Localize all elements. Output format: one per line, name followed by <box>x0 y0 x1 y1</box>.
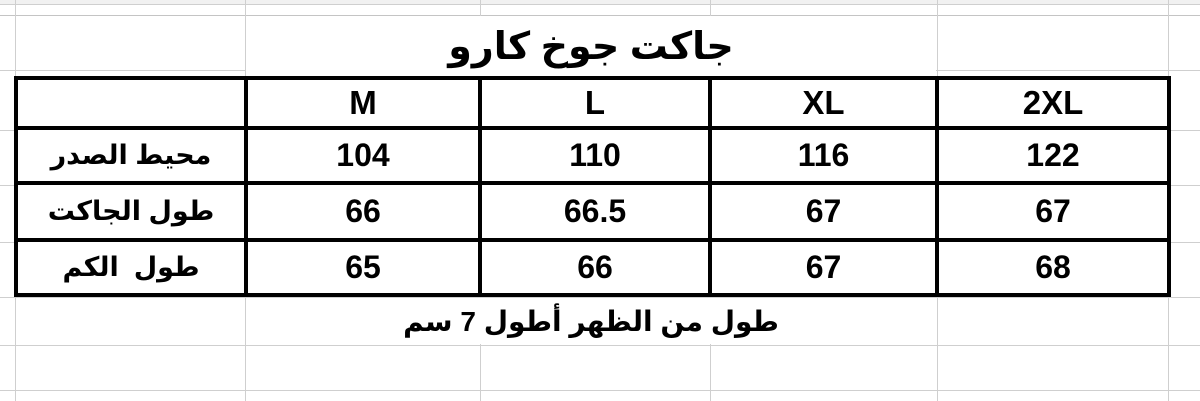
value-cell[interactable]: 66 <box>248 185 478 238</box>
size-table: M L XL 2XL محيط الصدر 104 110 116 122 طو… <box>14 76 1171 297</box>
row-label-sleeve-length[interactable]: طول الكم <box>18 242 244 293</box>
value-cell[interactable]: 67 <box>939 185 1167 238</box>
sheet-top-strip <box>0 0 1200 4</box>
value-cell[interactable]: 67 <box>712 242 935 293</box>
gridline-h <box>936 70 1200 71</box>
value-cell[interactable]: 66 <box>482 242 708 293</box>
row-label-chest[interactable]: محيط الصدر <box>18 130 244 181</box>
sheet-note-cell[interactable]: طول من الظهر أطول 7 سم <box>246 298 936 344</box>
value-cell[interactable]: 110 <box>482 130 708 181</box>
col-header-2xl[interactable]: 2XL <box>939 80 1167 126</box>
gridline-h <box>0 4 1200 5</box>
gridline-h <box>0 297 1200 298</box>
value-cell[interactable]: 122 <box>939 130 1167 181</box>
value-cell[interactable]: 116 <box>712 130 935 181</box>
value-cell[interactable]: 104 <box>248 130 478 181</box>
sheet-title-cell[interactable]: جاكت جوخ كارو <box>246 16 936 76</box>
gridline-h <box>0 390 1200 391</box>
corner-cell[interactable] <box>18 80 244 126</box>
gridline-h <box>0 70 246 71</box>
row-label-jacket-length[interactable]: طول الجاكت <box>18 185 244 238</box>
gridline-h <box>0 15 1200 16</box>
gridline-h <box>0 345 1200 346</box>
sheet-title: جاكت جوخ كارو <box>448 25 734 68</box>
col-header-xl[interactable]: XL <box>712 80 935 126</box>
col-header-m[interactable]: M <box>248 80 478 126</box>
value-cell[interactable]: 66.5 <box>482 185 708 238</box>
value-cell[interactable]: 68 <box>939 242 1167 293</box>
value-cell[interactable]: 65 <box>248 242 478 293</box>
value-cell[interactable]: 67 <box>712 185 935 238</box>
sheet-note: طول من الظهر أطول 7 سم <box>403 305 779 337</box>
col-header-l[interactable]: L <box>482 80 708 126</box>
